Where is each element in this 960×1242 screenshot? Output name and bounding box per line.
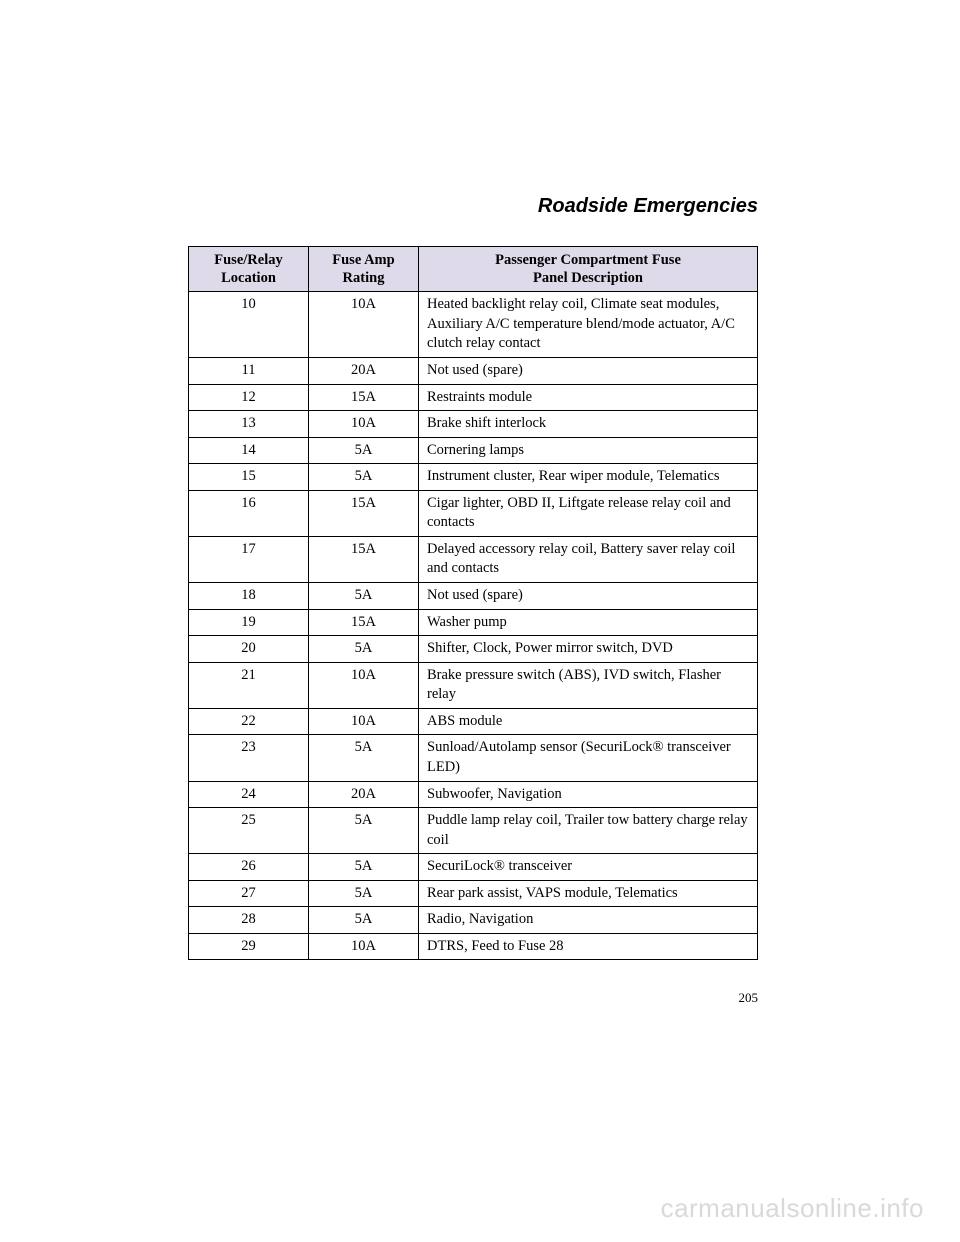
section-title: Roadside Emergencies — [188, 195, 758, 218]
table-row: 1715ADelayed accessory relay coil, Batte… — [189, 536, 758, 582]
table-row: 205AShifter, Clock, Power mirror switch,… — [189, 636, 758, 663]
cell-description: ABS module — [419, 708, 758, 735]
cell-amp: 5A — [309, 854, 419, 881]
cell-description: Rear park assist, VAPS module, Telematic… — [419, 880, 758, 907]
header-cell-text: Fuse/Relay — [214, 252, 282, 268]
header-description: Passenger Compartment Fuse Panel Descrip… — [419, 247, 758, 292]
cell-location: 23 — [189, 735, 309, 781]
cell-location: 28 — [189, 907, 309, 934]
cell-location: 21 — [189, 662, 309, 708]
table-row: 2210AABS module — [189, 708, 758, 735]
cell-location: 19 — [189, 609, 309, 636]
cell-description: Not used (spare) — [419, 357, 758, 384]
header-cell-text: Passenger Compartment Fuse — [495, 252, 681, 268]
cell-description: Restraints module — [419, 384, 758, 411]
cell-description: Puddle lamp relay coil, Trailer tow batt… — [419, 808, 758, 854]
cell-amp: 20A — [309, 357, 419, 384]
table-row: 235ASunload/Autolamp sensor (SecuriLock®… — [189, 735, 758, 781]
table-row: 145ACornering lamps — [189, 437, 758, 464]
table-row: 1215ARestraints module — [189, 384, 758, 411]
cell-amp: 5A — [309, 636, 419, 663]
cell-location: 13 — [189, 411, 309, 438]
cell-description: Instrument cluster, Rear wiper module, T… — [419, 464, 758, 491]
header-cell-text: Rating — [343, 270, 385, 286]
cell-amp: 15A — [309, 536, 419, 582]
cell-description: Not used (spare) — [419, 583, 758, 610]
fuse-table: Fuse/Relay Location Fuse Amp Rating Pass… — [188, 246, 758, 960]
cell-location: 11 — [189, 357, 309, 384]
cell-location: 16 — [189, 490, 309, 536]
cell-amp: 5A — [309, 808, 419, 854]
header-cell-text: Panel Description — [533, 270, 643, 286]
cell-amp: 10A — [309, 662, 419, 708]
cell-location: 22 — [189, 708, 309, 735]
cell-amp: 5A — [309, 735, 419, 781]
page-number: 205 — [188, 990, 758, 1006]
cell-description: Sunload/Autolamp sensor (SecuriLock® tra… — [419, 735, 758, 781]
cell-amp: 15A — [309, 609, 419, 636]
cell-amp: 5A — [309, 464, 419, 491]
cell-description: Cigar lighter, OBD II, Liftgate release … — [419, 490, 758, 536]
table-row: 185ANot used (spare) — [189, 583, 758, 610]
table-header-row: Fuse/Relay Location Fuse Amp Rating Pass… — [189, 247, 758, 292]
cell-location: 24 — [189, 781, 309, 808]
cell-location: 10 — [189, 292, 309, 358]
table-row: 1310ABrake shift interlock — [189, 411, 758, 438]
cell-location: 18 — [189, 583, 309, 610]
table-row: 265ASecuriLock® transceiver — [189, 854, 758, 881]
table-row: 1615ACigar lighter, OBD II, Liftgate rel… — [189, 490, 758, 536]
cell-description: DTRS, Feed to Fuse 28 — [419, 933, 758, 960]
cell-description: SecuriLock® transceiver — [419, 854, 758, 881]
cell-amp: 10A — [309, 933, 419, 960]
cell-description: Heated backlight relay coil, Climate sea… — [419, 292, 758, 358]
table-row: 2110ABrake pressure switch (ABS), IVD sw… — [189, 662, 758, 708]
table-row: 285ARadio, Navigation — [189, 907, 758, 934]
header-location: Fuse/Relay Location — [189, 247, 309, 292]
table-row: 255APuddle lamp relay coil, Trailer tow … — [189, 808, 758, 854]
cell-amp: 5A — [309, 880, 419, 907]
cell-amp: 10A — [309, 708, 419, 735]
watermark-text: carmanualsonline.info — [661, 1193, 924, 1224]
cell-description: Washer pump — [419, 609, 758, 636]
table-row: 2420ASubwoofer, Navigation — [189, 781, 758, 808]
cell-location: 14 — [189, 437, 309, 464]
cell-description: Subwoofer, Navigation — [419, 781, 758, 808]
table-row: 2910ADTRS, Feed to Fuse 28 — [189, 933, 758, 960]
cell-location: 25 — [189, 808, 309, 854]
cell-amp: 10A — [309, 292, 419, 358]
header-amp: Fuse Amp Rating — [309, 247, 419, 292]
table-row: 1120ANot used (spare) — [189, 357, 758, 384]
cell-location: 26 — [189, 854, 309, 881]
cell-amp: 20A — [309, 781, 419, 808]
cell-location: 15 — [189, 464, 309, 491]
table-row: 1915AWasher pump — [189, 609, 758, 636]
cell-amp: 5A — [309, 907, 419, 934]
cell-amp: 5A — [309, 437, 419, 464]
cell-description: Radio, Navigation — [419, 907, 758, 934]
cell-description: Cornering lamps — [419, 437, 758, 464]
cell-location: 29 — [189, 933, 309, 960]
table-row: 275ARear park assist, VAPS module, Telem… — [189, 880, 758, 907]
cell-description: Shifter, Clock, Power mirror switch, DVD — [419, 636, 758, 663]
cell-amp: 15A — [309, 490, 419, 536]
table-row: 1010AHeated backlight relay coil, Climat… — [189, 292, 758, 358]
cell-description: Delayed accessory relay coil, Battery sa… — [419, 536, 758, 582]
cell-location: 12 — [189, 384, 309, 411]
header-cell-text: Location — [221, 270, 276, 286]
cell-location: 27 — [189, 880, 309, 907]
header-cell-text: Fuse Amp — [332, 252, 394, 268]
cell-amp: 15A — [309, 384, 419, 411]
cell-location: 17 — [189, 536, 309, 582]
cell-amp: 10A — [309, 411, 419, 438]
cell-description: Brake pressure switch (ABS), IVD switch,… — [419, 662, 758, 708]
cell-amp: 5A — [309, 583, 419, 610]
cell-description: Brake shift interlock — [419, 411, 758, 438]
table-row: 155AInstrument cluster, Rear wiper modul… — [189, 464, 758, 491]
cell-location: 20 — [189, 636, 309, 663]
